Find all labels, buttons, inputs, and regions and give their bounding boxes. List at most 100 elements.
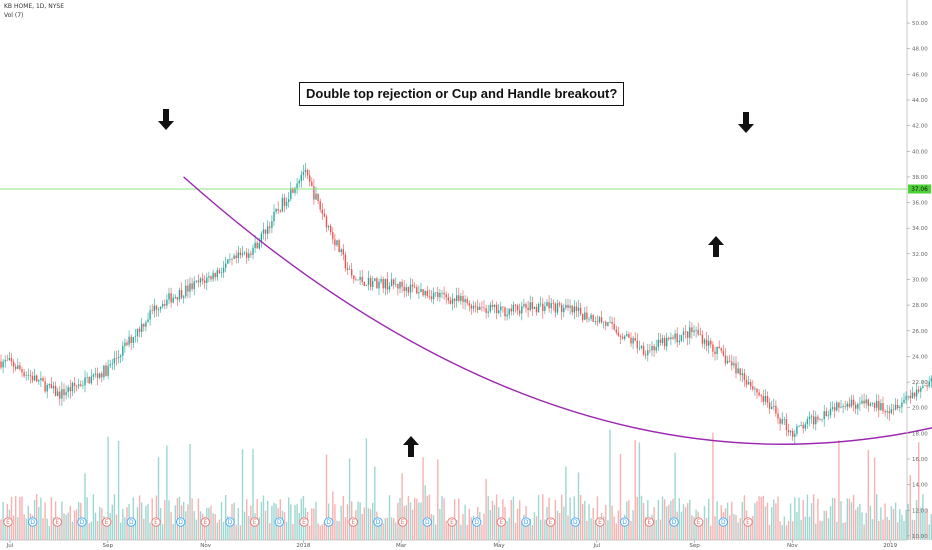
candle-body bbox=[430, 296, 433, 300]
dividend-marker[interactable]: D bbox=[570, 517, 580, 527]
volume-bar bbox=[143, 518, 145, 540]
volume-bar bbox=[804, 516, 806, 540]
dividend-marker[interactable]: D bbox=[176, 517, 186, 527]
candle-body bbox=[216, 270, 218, 278]
candle-body bbox=[460, 296, 462, 301]
dividend-marker[interactable]: D bbox=[28, 517, 38, 527]
volume-bar bbox=[130, 526, 132, 540]
earnings-marker[interactable]: E bbox=[52, 517, 62, 527]
dividend-marker[interactable]: D bbox=[422, 517, 432, 527]
earnings-marker[interactable]: E bbox=[694, 517, 704, 527]
volume-bar bbox=[512, 496, 515, 540]
candle-body bbox=[23, 372, 25, 376]
svg-text:E: E bbox=[6, 519, 10, 526]
earnings-marker[interactable]: E bbox=[447, 517, 457, 527]
volume-bar bbox=[594, 519, 596, 540]
volume-bar bbox=[75, 509, 78, 540]
candle-body bbox=[256, 242, 258, 249]
volume-bar bbox=[252, 448, 254, 540]
volume-bar bbox=[857, 507, 859, 540]
volume-bar bbox=[185, 511, 187, 540]
candle-body bbox=[745, 380, 748, 385]
candle-body bbox=[495, 304, 498, 313]
earnings-marker[interactable]: E bbox=[595, 517, 605, 527]
candle-body bbox=[36, 375, 38, 382]
volume-bar bbox=[67, 512, 69, 540]
volume-bar bbox=[353, 525, 355, 540]
candle-body bbox=[630, 337, 632, 344]
candle-body bbox=[584, 312, 586, 320]
volume-bar bbox=[189, 444, 191, 540]
volume-bar bbox=[378, 524, 380, 540]
candle-body bbox=[88, 377, 90, 384]
candle-body bbox=[575, 306, 578, 311]
volume-bar bbox=[105, 518, 107, 540]
svg-text:E: E bbox=[746, 519, 750, 526]
earnings-marker[interactable]: E bbox=[250, 517, 260, 527]
volume-indicator-label[interactable]: Vol (7) bbox=[4, 12, 24, 19]
candle-body bbox=[817, 416, 819, 420]
volume-bar bbox=[344, 517, 347, 540]
volume-bar bbox=[271, 505, 273, 540]
volume-bar bbox=[729, 515, 731, 540]
volume-bar bbox=[678, 498, 680, 540]
candle-body bbox=[661, 337, 664, 343]
dividend-marker[interactable]: D bbox=[620, 517, 630, 527]
earnings-marker[interactable]: E bbox=[644, 517, 654, 527]
volume-bar bbox=[107, 436, 109, 540]
candle-body bbox=[514, 304, 517, 306]
candle-body bbox=[806, 419, 809, 425]
earnings-marker[interactable]: E bbox=[546, 517, 556, 527]
dividend-marker[interactable]: D bbox=[669, 517, 679, 527]
candle-body bbox=[183, 296, 185, 298]
earnings-marker[interactable]: E bbox=[299, 517, 309, 527]
dividend-marker[interactable]: D bbox=[77, 517, 87, 527]
dividend-marker[interactable]: D bbox=[373, 517, 383, 527]
volume-bar bbox=[600, 512, 603, 540]
dividend-marker[interactable]: D bbox=[718, 517, 728, 527]
dividend-marker[interactable]: D bbox=[324, 517, 334, 527]
candle-body bbox=[831, 407, 834, 409]
volume-bar bbox=[164, 500, 166, 540]
cup-curve bbox=[183, 176, 932, 445]
candle-body bbox=[103, 365, 105, 378]
dividend-marker[interactable]: D bbox=[472, 517, 482, 527]
candle-body bbox=[136, 328, 139, 337]
earnings-marker[interactable]: E bbox=[398, 517, 408, 527]
dividend-marker[interactable]: D bbox=[274, 517, 284, 527]
volume-bar bbox=[930, 514, 932, 540]
earnings-marker[interactable]: E bbox=[348, 517, 358, 527]
volume-bar bbox=[88, 523, 90, 540]
candle-body bbox=[359, 277, 361, 280]
volume-bar bbox=[680, 511, 683, 540]
candle-body bbox=[911, 392, 914, 399]
earnings-marker[interactable]: E bbox=[3, 517, 13, 527]
earnings-marker[interactable]: E bbox=[496, 517, 506, 527]
volume-bar bbox=[489, 510, 491, 540]
x-tick-label: Sep bbox=[103, 543, 114, 549]
candle-body bbox=[523, 304, 525, 307]
candle-body bbox=[500, 306, 502, 311]
dividend-marker[interactable]: D bbox=[521, 517, 531, 527]
candle-body bbox=[162, 304, 164, 307]
svg-text:E: E bbox=[450, 519, 454, 526]
volume-bar bbox=[674, 452, 676, 540]
earnings-marker[interactable]: E bbox=[151, 517, 161, 527]
candle-body bbox=[884, 411, 886, 413]
earnings-marker[interactable]: E bbox=[200, 517, 210, 527]
volume-bar bbox=[443, 498, 445, 540]
volume-bar bbox=[216, 522, 218, 540]
candle-body bbox=[729, 360, 731, 362]
dividend-marker[interactable]: D bbox=[225, 517, 235, 527]
candle-body bbox=[42, 378, 44, 382]
volume-bar bbox=[456, 519, 458, 540]
earnings-marker[interactable]: E bbox=[743, 517, 753, 527]
earnings-marker[interactable]: E bbox=[102, 517, 112, 527]
candle-body bbox=[4, 360, 6, 362]
dividend-marker[interactable]: D bbox=[126, 517, 136, 527]
volume-bar bbox=[655, 520, 657, 540]
candle-body bbox=[176, 297, 179, 300]
volume-bar bbox=[134, 520, 137, 540]
volume-bar bbox=[544, 519, 546, 540]
